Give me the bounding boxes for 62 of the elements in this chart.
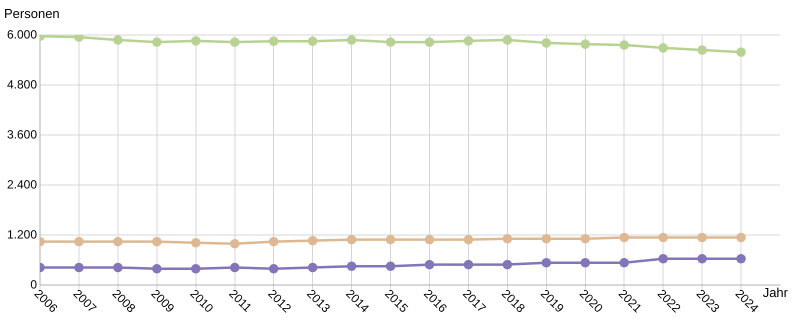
- point: [736, 47, 746, 57]
- point: [580, 234, 590, 244]
- y-tick-label: 0: [30, 277, 38, 292]
- point: [697, 45, 707, 55]
- point: [74, 236, 84, 246]
- point: [346, 262, 356, 271]
- point: [424, 234, 434, 244]
- y-tick-label: 3.600: [7, 127, 38, 142]
- point: [268, 264, 278, 274]
- point: [424, 37, 434, 47]
- point: [464, 234, 474, 244]
- y-tick-label: 2.400: [7, 177, 38, 192]
- point: [502, 35, 512, 45]
- point: [346, 35, 356, 45]
- point: [580, 39, 590, 49]
- point: [113, 35, 123, 45]
- point: [464, 36, 474, 46]
- point: [542, 234, 552, 244]
- point: [386, 234, 396, 244]
- y-axis-title: Personen: [4, 6, 60, 22]
- point: [619, 258, 629, 268]
- point: [152, 236, 162, 246]
- point: [502, 260, 512, 270]
- point: [308, 236, 318, 246]
- point: [74, 35, 84, 42]
- point: [386, 37, 396, 47]
- point: [658, 254, 668, 264]
- point: [542, 258, 552, 268]
- point: [580, 258, 590, 268]
- point: [230, 37, 240, 47]
- point: [191, 36, 201, 46]
- y-tick-label: 4.800: [7, 77, 38, 92]
- point: [308, 262, 318, 272]
- point: [152, 37, 162, 47]
- point: [697, 254, 707, 264]
- point: [658, 43, 668, 53]
- point: [386, 262, 396, 271]
- point: [736, 232, 746, 242]
- point: [230, 239, 240, 248]
- point: [268, 36, 278, 46]
- point: [268, 236, 278, 246]
- point: [464, 260, 474, 270]
- point: [736, 254, 746, 264]
- point: [191, 238, 201, 248]
- point: [191, 264, 201, 274]
- point: [346, 234, 356, 244]
- point: [113, 262, 123, 272]
- point: [619, 232, 629, 242]
- point: [74, 262, 84, 272]
- point: [424, 260, 434, 270]
- point: [697, 232, 707, 242]
- x-axis-title: Jahr: [762, 285, 789, 300]
- point: [542, 38, 552, 48]
- point: [308, 36, 318, 46]
- point: [113, 236, 123, 246]
- point: [658, 232, 668, 242]
- point: [152, 264, 162, 274]
- y-tick-label: 6.000: [7, 27, 38, 42]
- y-tick-label: 1.200: [7, 227, 38, 242]
- point: [230, 262, 240, 272]
- point: [619, 40, 629, 50]
- point: [502, 234, 512, 244]
